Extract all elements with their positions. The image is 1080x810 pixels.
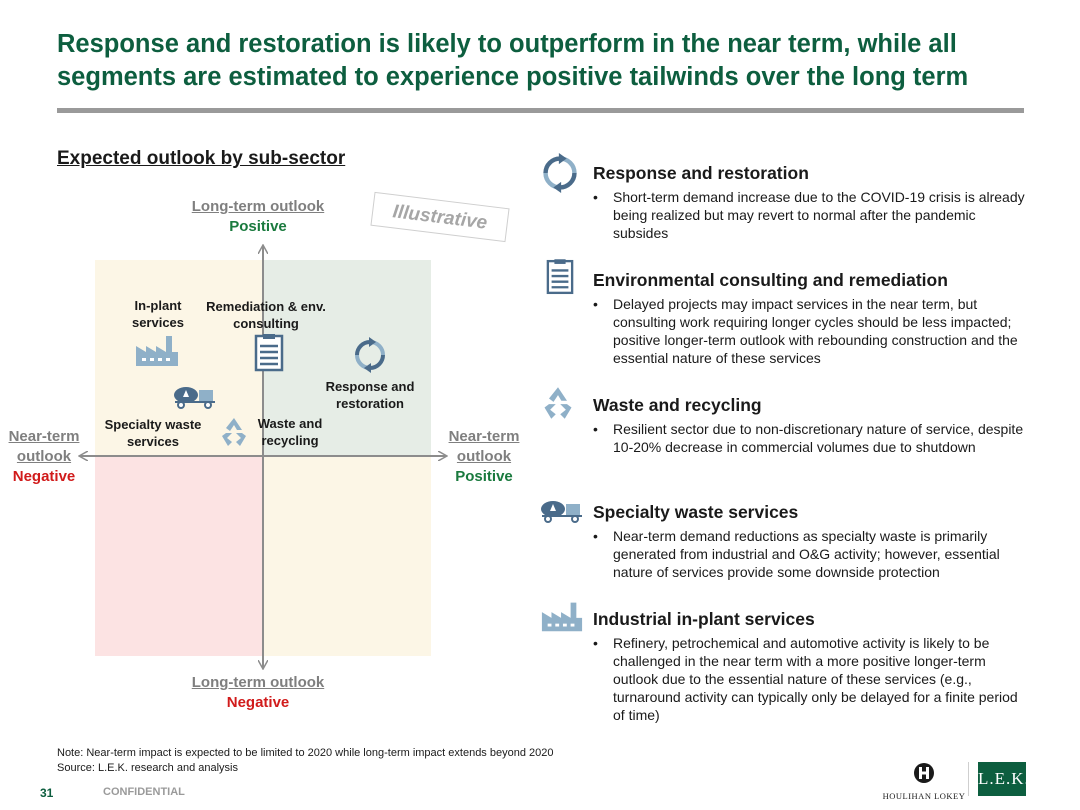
factory-icon [541,602,583,632]
node-specialty-label: Specialty waste services [104,417,202,449]
quadrant-top-right [263,260,431,457]
confidential-label: CONFIDENTIAL [103,786,185,798]
cycle-arrows-icon [543,153,577,193]
recycle-icon [222,418,246,446]
hl-monogram-icon [914,763,934,783]
document-checklist-icon [546,259,574,295]
footnote: Note: Near-term impact is expected to be… [57,746,553,776]
sector-body: • Delayed projects may impact services in… [593,296,1018,366]
tanker-truck-icon [541,501,582,523]
sector-body: • Resilient sector due to non-discretiona… [593,421,1024,455]
tanker-truck-icon [174,387,215,409]
sector-response-restoration: Response and restoration • Short-term dem… [540,153,1040,253]
node-response-label: Response and restoration [325,379,415,411]
sector-body: • Near-term demand reductions as specialt… [593,528,1000,580]
sector-environmental-consulting: Environmental consulting and remediation… [540,258,1040,378]
node-waste-label: Waste and recycling [257,416,323,448]
section-heading: Expected outlook by sub-sector [57,148,346,169]
page-number: 31 [40,786,54,800]
footnote-source: Source: L.E.K. research and analysis [57,762,238,774]
lek-logo: L.E.K. [978,762,1029,796]
footnote-note: Note: Near-term impact is expected to be… [57,747,554,759]
axis-bottom-label: Long-term outlook Negative [191,674,325,711]
cycle-arrows-icon [355,337,385,373]
sector-specialty-waste: Specialty waste services • Near-term dema… [540,497,1040,597]
sector-title: Specialty waste services [593,502,799,522]
sector-body: • Refinery, petrochemical and automotive … [593,635,1018,723]
sector-body: • Short-term demand increase due to the C… [593,189,1025,241]
sector-title: Industrial in-plant services [593,609,815,629]
axis-right-label: Near-term outlook Positive [448,428,520,485]
axis-top-label: Long-term outlook Positive [191,198,325,235]
node-inplant-label: In-plant services [131,298,185,330]
sector-title: Waste and recycling [593,395,762,415]
sector-industrial-inplant: Industrial in-plant services • Refinery, … [540,598,1040,728]
page-title: Response and restoration is likely to ou… [57,30,969,91]
title-divider [57,108,1024,113]
sector-waste-recycling: Waste and recycling • Resilient sector du… [540,385,1040,485]
sector-title: Response and restoration [593,163,809,183]
node-remediation-label: Remediation & env. consulting [206,299,326,331]
logo-divider [968,762,969,796]
sector-title: Environmental consulting and remediation [593,270,948,290]
factory-icon [136,336,178,366]
houlihan-lokey-logo: HOULIHAN LOKEY [882,762,966,801]
document-checklist-icon [254,334,284,372]
axis-left-label: Near-term outlook Negative [8,428,80,485]
quadrant-bottom-right [263,457,431,656]
quadrant-bottom-left [95,457,263,656]
recycle-icon [544,387,572,419]
